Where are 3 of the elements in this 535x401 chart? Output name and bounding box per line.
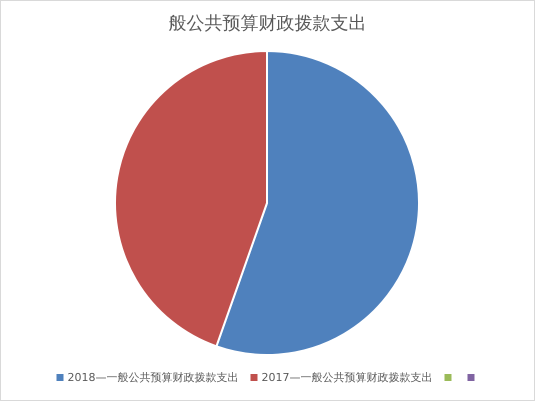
legend-label: 2018—一般公共预算财政拨款支出 bbox=[68, 371, 239, 384]
chart-title: 般公共预算财政拨款支出 bbox=[168, 13, 366, 34]
legend-label: 2017—一般公共预算财政拨款支出 bbox=[262, 371, 432, 384]
